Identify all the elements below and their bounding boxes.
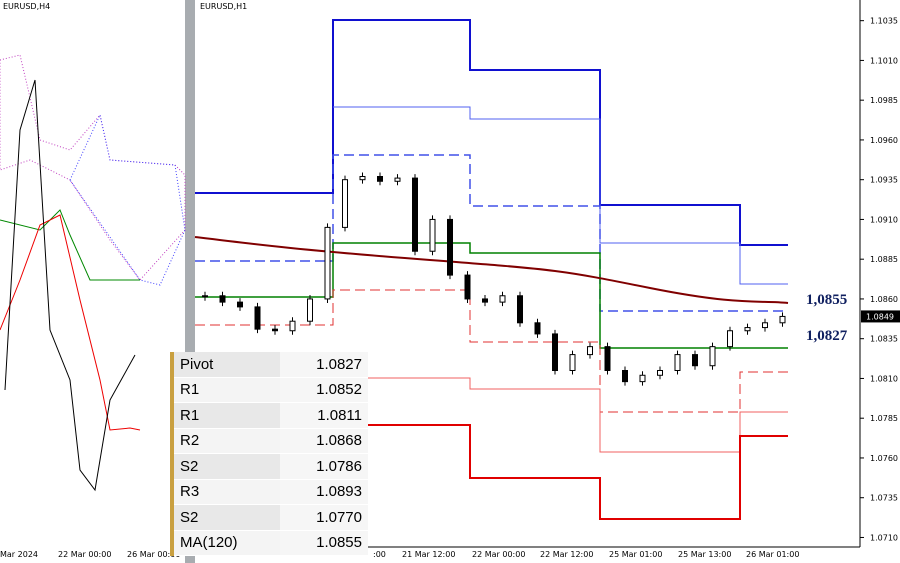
price-marker: [861, 310, 900, 323]
price-label: 1.0710: [870, 533, 898, 542]
time-label: Mar 2024: [0, 550, 38, 559]
cloud: [0, 54, 186, 281]
price-label: 1.0735: [870, 494, 898, 503]
candle: [657, 369, 663, 376]
candle: [587, 346, 593, 356]
candle: [219, 295, 226, 303]
candle: [429, 218, 436, 252]
tenkan: [0, 214, 141, 431]
time-label: :00: [373, 550, 386, 559]
splitter: [185, 0, 195, 563]
level-value: 1.0868: [280, 428, 368, 454]
level-name: S2: [169, 504, 281, 531]
candle: [464, 274, 471, 300]
level-name: R3: [169, 479, 281, 505]
table-row: R2 1.0868: [169, 428, 368, 454]
time-label: 22 Mar 00:00: [58, 550, 111, 559]
price-label: 1.0935: [870, 176, 898, 185]
level-value: 1.0852: [280, 377, 368, 403]
candle: [272, 328, 278, 332]
time-label: 22 Mar 12:00: [540, 550, 593, 559]
candle: [744, 327, 751, 332]
price-label: 1.0860: [870, 295, 898, 304]
cloud: [69, 113, 186, 286]
candle: [342, 179, 348, 228]
candle: [674, 354, 681, 371]
table-row: S2 1.0770: [169, 504, 368, 531]
table-row: S2 1.0786: [169, 453, 368, 480]
level-value: 1.0811: [280, 402, 368, 429]
candle: [289, 320, 296, 332]
price-label: 1.0885: [870, 255, 898, 264]
level-name: MA(120): [169, 530, 281, 556]
left-indicators: [0, 54, 186, 492]
level-value: 1.0893: [280, 479, 368, 505]
candle: [412, 177, 418, 252]
candle: [534, 322, 541, 335]
candle: [202, 295, 208, 298]
table-row: R1 1.0811: [169, 402, 368, 429]
level-value: 1.0827: [280, 352, 368, 378]
candle: [447, 218, 453, 276]
price-label: 1.0810: [870, 374, 898, 383]
candle: [569, 354, 576, 371]
candle: [622, 369, 628, 383]
level-name: R2: [169, 428, 281, 454]
levels-table: Pivot 1.0827 R1 1.0852 R1 1.0811 R2 1.0868 S2 1.0…: [169, 352, 368, 556]
time-label: 25 Mar 13:00: [678, 550, 731, 559]
candle: [499, 295, 506, 303]
candle: [727, 330, 733, 348]
candle: [639, 374, 646, 383]
pivot-levels: [194, 19, 789, 520]
level-value: 1.0770: [280, 504, 368, 531]
time-label: 21 Mar 12:00: [402, 550, 455, 559]
price-label: 1.0785: [870, 414, 898, 423]
table-row: MA(120) 1.0855: [169, 530, 368, 556]
right-title: EURUSD,H1: [200, 2, 247, 11]
candle: [307, 298, 313, 322]
table-row: R1 1.0852: [169, 377, 368, 403]
level-name: Pivot: [169, 352, 281, 378]
candle: [552, 333, 558, 371]
time-label: 25 Mar 01:00: [609, 550, 662, 559]
candle: [692, 354, 698, 367]
price-trace: [4, 79, 136, 492]
price-label: 1.0910: [870, 215, 898, 224]
price-label: 1.1010: [870, 56, 898, 65]
time-label: 26 Mar 00:00: [127, 550, 180, 559]
level-name: R1: [169, 377, 281, 403]
candle: [394, 177, 401, 182]
price-label: 1.1035: [870, 17, 898, 26]
time-label: 22 Mar 00:00: [472, 550, 525, 559]
annotation: 1,0855: [806, 292, 847, 308]
annotation: 1,0827: [806, 328, 848, 344]
candle: [604, 346, 611, 371]
time-label: 26 Mar 01:00: [746, 550, 799, 559]
level-name: R1: [169, 402, 281, 429]
price-label: 1.0835: [870, 335, 898, 344]
candle: [324, 226, 331, 300]
level-value: 1.0786: [280, 453, 368, 480]
kijun: [0, 209, 140, 281]
price-label: 1.0985: [870, 96, 898, 105]
table-row: R3 1.0893: [169, 479, 368, 505]
candle: [762, 322, 768, 329]
current-price: 1.0849: [866, 312, 894, 321]
candle: [377, 176, 383, 182]
left-title: EURUSD,H4: [3, 2, 50, 11]
price-label: 1.0760: [870, 454, 898, 463]
level-value: 1.0855: [280, 530, 368, 556]
candle: [482, 298, 488, 303]
candle: [237, 301, 243, 308]
candle: [254, 306, 261, 330]
candle: [359, 176, 366, 181]
price-label: 1.0960: [870, 136, 898, 145]
candle: [779, 315, 786, 324]
candle: [517, 295, 523, 324]
level-name: S2: [169, 453, 281, 480]
table-row: Pivot 1.0827: [169, 352, 368, 378]
candle: [709, 346, 716, 367]
